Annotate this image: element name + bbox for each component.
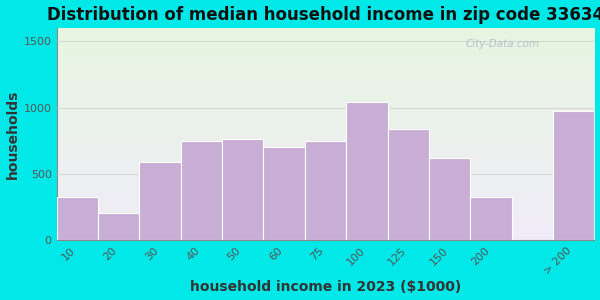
X-axis label: household income in 2023 ($1000): household income in 2023 ($1000) (190, 280, 461, 294)
Y-axis label: households: households (5, 89, 20, 179)
Title: Distribution of median household income in zip code 33634: Distribution of median household income … (47, 6, 600, 24)
Bar (139, 162, 181, 240)
Bar (98, 212, 139, 240)
Bar (181, 141, 222, 240)
Bar (388, 129, 429, 240)
Bar (56, 196, 98, 240)
Text: City-Data.com: City-Data.com (466, 38, 539, 49)
Bar (305, 141, 346, 240)
Bar (263, 147, 305, 240)
Bar (222, 140, 263, 240)
Bar (553, 111, 595, 240)
Bar (429, 158, 470, 240)
Bar (346, 102, 388, 240)
Bar (470, 196, 512, 240)
